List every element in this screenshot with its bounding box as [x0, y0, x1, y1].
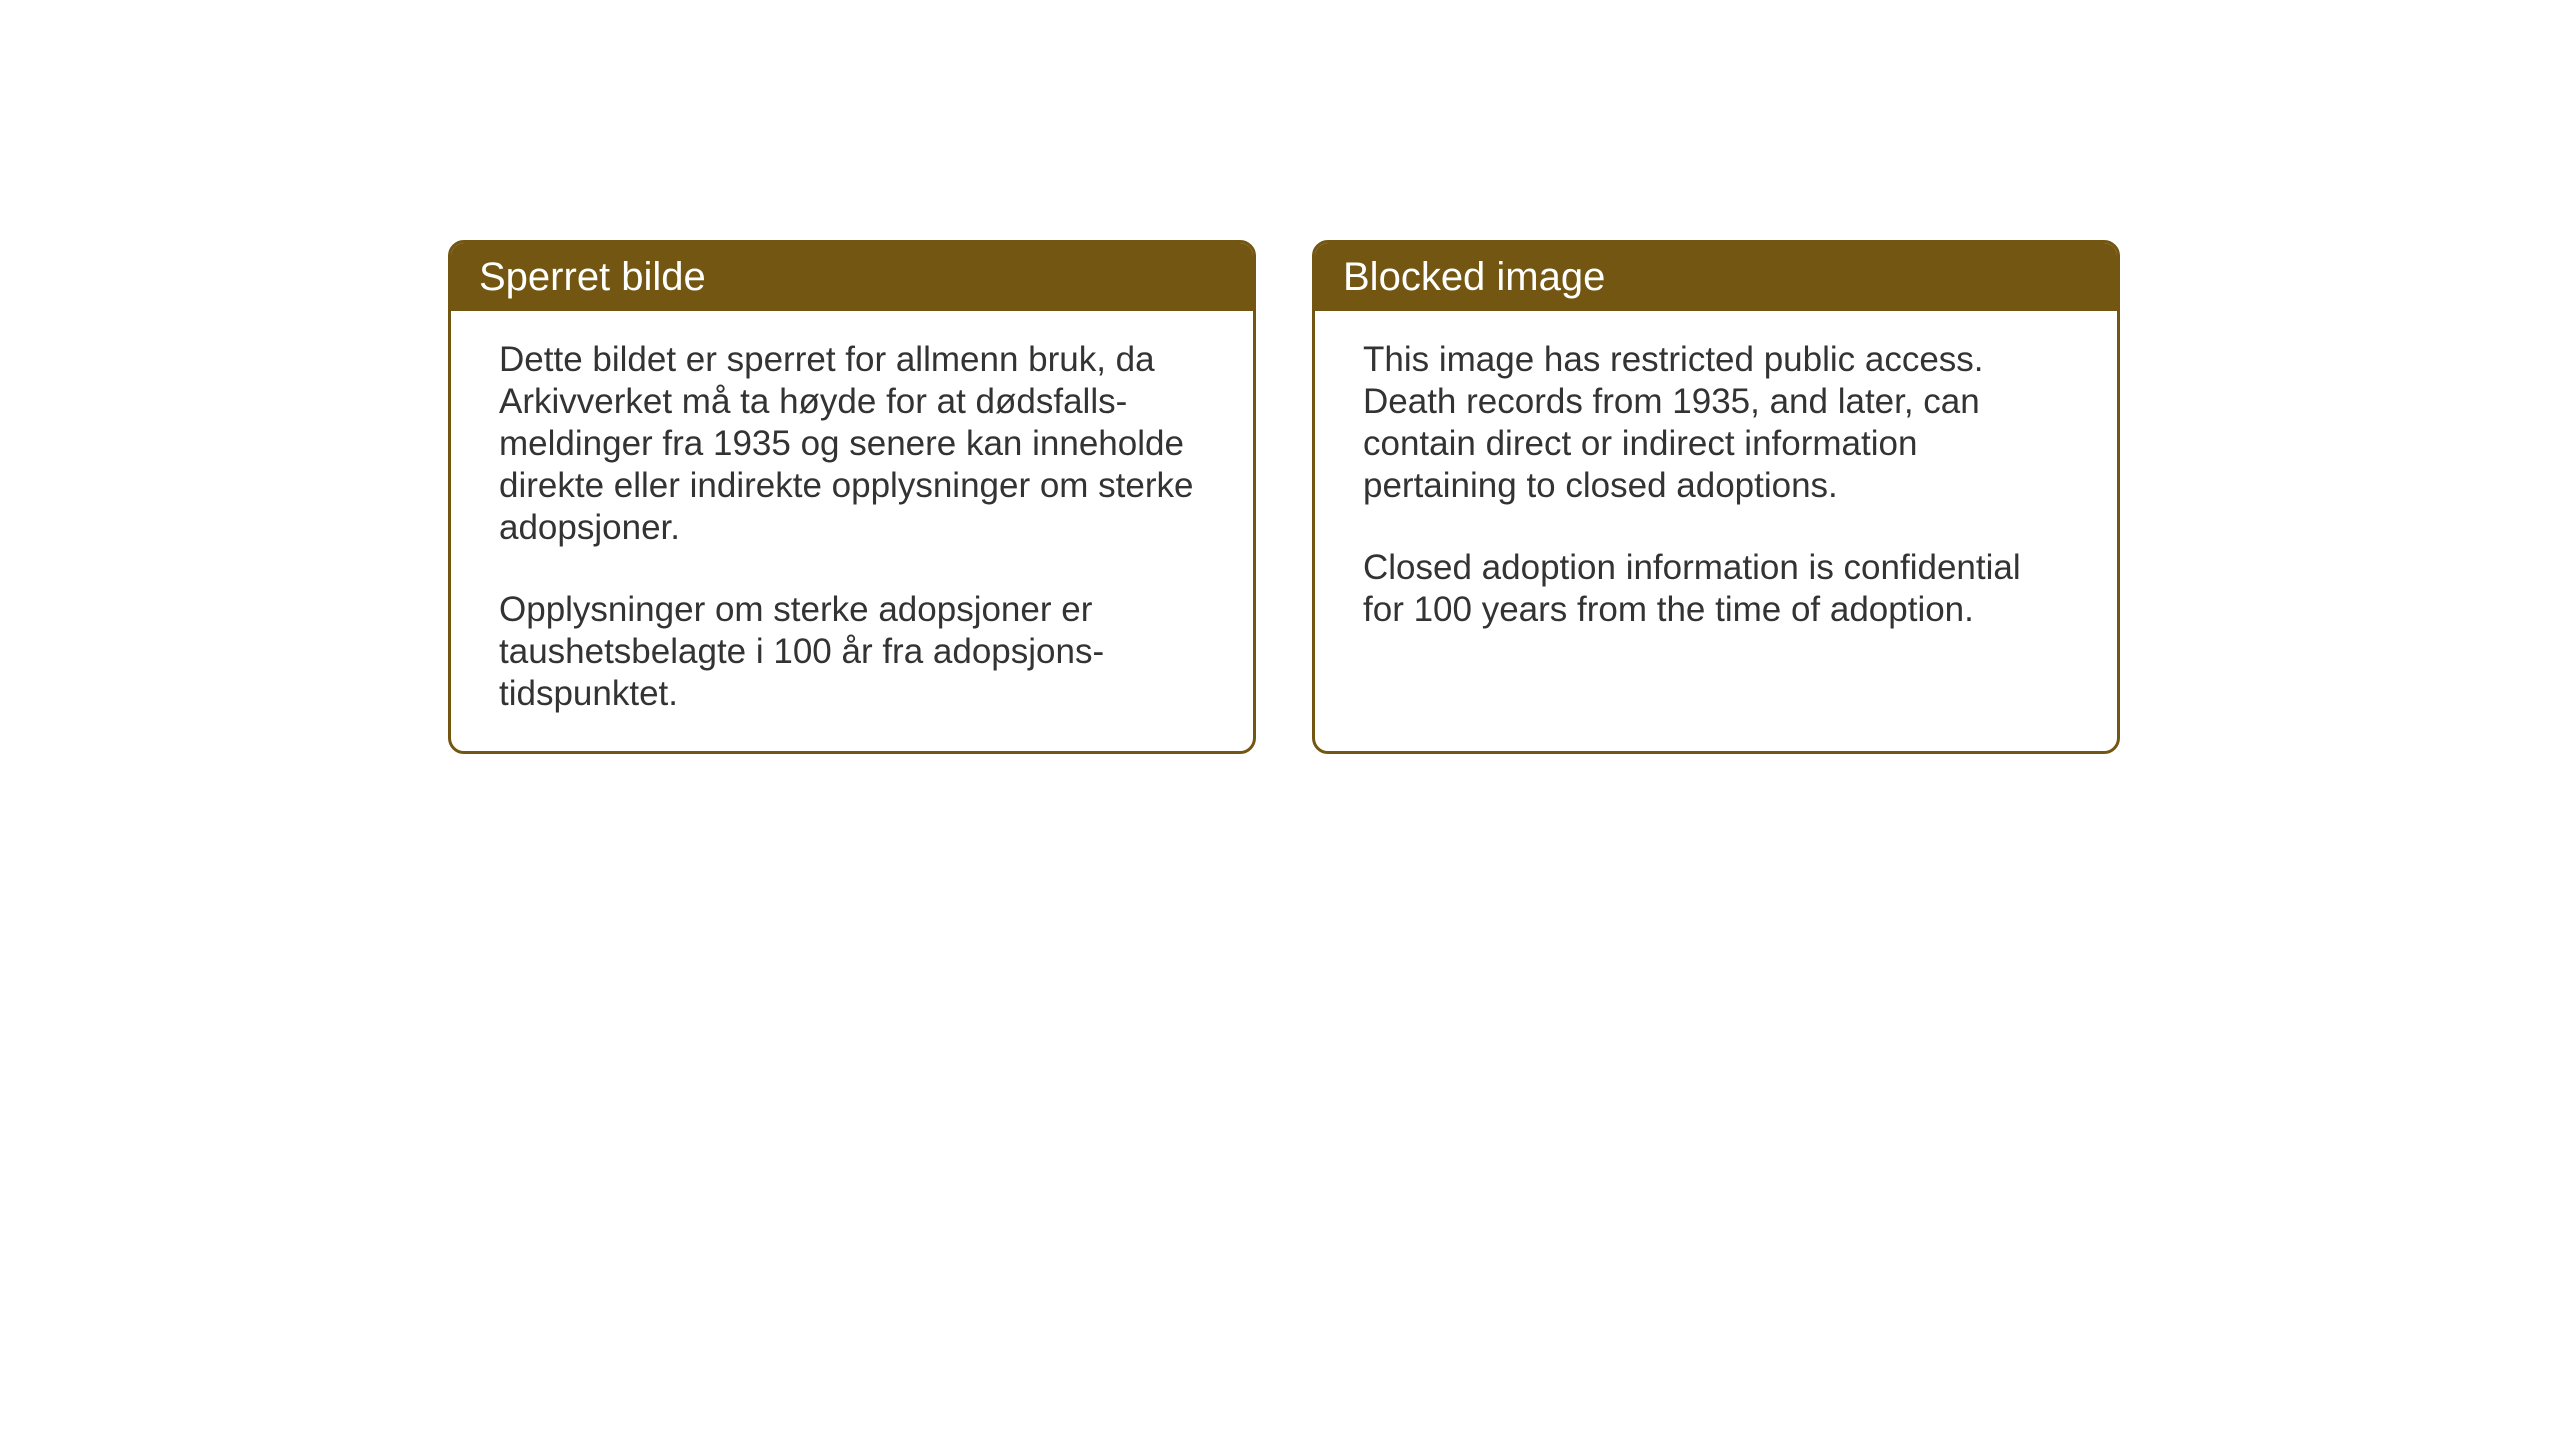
card-paragraph: This image has restricted public access.…	[1363, 339, 2069, 507]
card-paragraph: Closed adoption information is confident…	[1363, 547, 2069, 631]
card-header-english: Blocked image	[1315, 243, 2117, 311]
card-body-norwegian: Dette bildet er sperret for allmenn bruk…	[451, 311, 1253, 751]
notice-card-english: Blocked image This image has restricted …	[1312, 240, 2120, 754]
notice-card-norwegian: Sperret bilde Dette bildet er sperret fo…	[448, 240, 1256, 754]
card-paragraph: Opplysninger om sterke adopsjoner er tau…	[499, 589, 1205, 715]
card-header-norwegian: Sperret bilde	[451, 243, 1253, 311]
card-body-english: This image has restricted public access.…	[1315, 311, 2117, 749]
card-paragraph: Dette bildet er sperret for allmenn bruk…	[499, 339, 1205, 549]
notice-cards-container: Sperret bilde Dette bildet er sperret fo…	[448, 240, 2120, 754]
